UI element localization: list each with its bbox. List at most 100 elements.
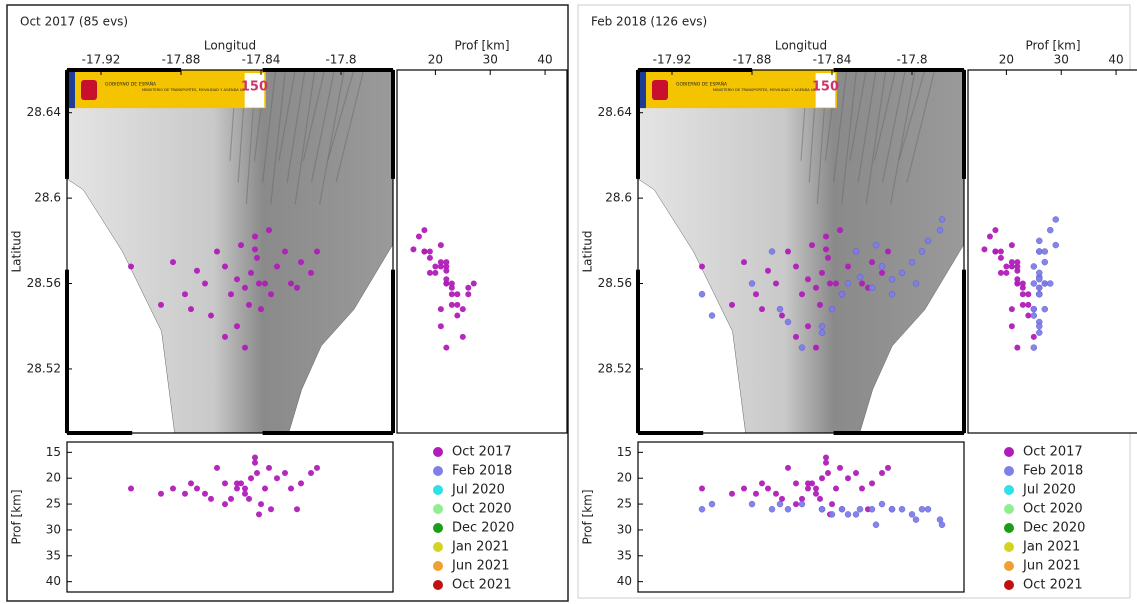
event-point xyxy=(837,465,843,471)
panel-title: Feb 2018 (126 evs) xyxy=(591,15,707,29)
event-point xyxy=(252,460,258,466)
event-point xyxy=(258,306,264,312)
event-point xyxy=(709,313,715,319)
y-tick-label: 25 xyxy=(617,497,632,511)
legend-label: Jul 2020 xyxy=(451,483,505,498)
event-point xyxy=(1036,276,1042,282)
event-point xyxy=(288,486,294,492)
event-point xyxy=(308,470,314,476)
event-point xyxy=(443,263,449,269)
badge: 150 xyxy=(812,80,839,95)
event-point xyxy=(909,511,915,517)
event-point xyxy=(833,486,839,492)
event-point xyxy=(773,281,779,287)
event-point xyxy=(1036,249,1042,255)
event-point xyxy=(879,270,885,276)
event-point xyxy=(248,270,254,276)
legend-marker xyxy=(1004,466,1014,476)
y-tick-label: 35 xyxy=(617,548,632,562)
legend-label: Feb 2018 xyxy=(1023,464,1083,479)
event-point xyxy=(1020,291,1026,297)
legend-marker xyxy=(1004,580,1014,590)
event-point xyxy=(869,506,875,512)
event-point xyxy=(785,506,791,512)
event-point xyxy=(925,506,931,512)
event-point xyxy=(471,281,477,287)
legend-marker xyxy=(1004,561,1014,571)
event-point xyxy=(252,455,258,461)
legend-marker xyxy=(1004,447,1014,457)
event-point xyxy=(817,496,823,502)
y-tick-label: 28.6 xyxy=(605,191,632,205)
map-frame-bar xyxy=(962,270,966,433)
event-point xyxy=(1053,242,1059,248)
map-frame-bar xyxy=(638,68,752,72)
y-tick-label: 28.52 xyxy=(598,361,632,375)
event-point xyxy=(992,249,998,255)
event-point xyxy=(252,234,258,240)
event-point xyxy=(909,259,915,265)
x-tick-label: 30 xyxy=(483,53,498,67)
event-point xyxy=(158,491,164,497)
event-point xyxy=(813,486,819,492)
map-frame-bar xyxy=(834,431,964,435)
event-point xyxy=(913,281,919,287)
event-point xyxy=(254,470,260,476)
event-point xyxy=(1009,242,1015,248)
legend-marker xyxy=(433,523,443,533)
event-point xyxy=(869,480,875,486)
event-point xyxy=(1036,238,1042,244)
event-point xyxy=(242,486,248,492)
event-point xyxy=(899,506,905,512)
event-point xyxy=(845,511,851,517)
legend-label: Jan 2021 xyxy=(1022,540,1080,555)
event-point xyxy=(925,238,931,244)
map-frame-bar xyxy=(636,70,640,179)
event-point xyxy=(222,334,228,340)
event-point xyxy=(460,334,466,340)
event-point xyxy=(853,470,859,476)
event-point xyxy=(182,491,188,497)
event-point xyxy=(833,281,839,287)
y-tick-label: 25 xyxy=(46,497,61,511)
event-point xyxy=(805,480,811,486)
event-point xyxy=(699,291,705,297)
map-frame-bar xyxy=(834,68,964,72)
y-tick-label: 15 xyxy=(617,445,632,459)
event-point xyxy=(1025,302,1031,308)
event-point xyxy=(1031,306,1037,312)
event-point xyxy=(839,506,845,512)
event-point xyxy=(208,313,214,319)
event-point xyxy=(869,259,875,265)
legend-label: Oct 2020 xyxy=(452,502,512,517)
event-point xyxy=(823,455,829,461)
x-tick-label: -17.84 xyxy=(813,53,852,67)
event-point xyxy=(1009,259,1015,265)
event-point xyxy=(242,345,248,351)
legend-marker xyxy=(1004,485,1014,495)
event-point xyxy=(825,255,831,261)
legend-label: Jan 2021 xyxy=(451,540,509,555)
y-axis-label: Prof [km] xyxy=(10,489,24,544)
event-point xyxy=(879,501,885,507)
figure: Oct 2017 (85 evs) Feb 2018 (126 evs) GOB… xyxy=(0,0,1137,604)
event-point xyxy=(859,281,865,287)
y-tick-label: 28.56 xyxy=(27,276,61,290)
event-point xyxy=(813,491,819,497)
event-point xyxy=(1031,345,1037,351)
event-point xyxy=(262,281,268,287)
event-point xyxy=(765,486,771,492)
legend-label: Feb 2018 xyxy=(452,464,512,479)
plot-area xyxy=(67,442,393,592)
event-point xyxy=(749,281,755,287)
event-point xyxy=(845,475,851,481)
legend-marker xyxy=(433,447,443,457)
x-tick-label: -17.88 xyxy=(162,53,201,67)
event-point xyxy=(827,281,833,287)
event-point xyxy=(228,496,234,502)
x-tick-label: 40 xyxy=(537,53,552,67)
event-point xyxy=(202,281,208,287)
logo-text: GOBIERNO DE ESPAÑA xyxy=(676,81,728,88)
event-point xyxy=(208,496,214,502)
event-point xyxy=(779,313,785,319)
